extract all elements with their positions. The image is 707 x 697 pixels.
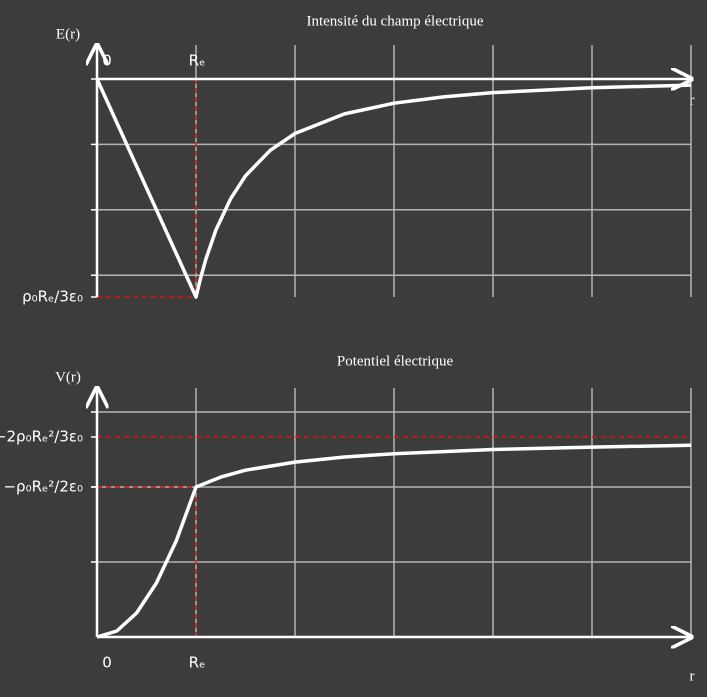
x-axis-label: r — [690, 92, 695, 108]
x-tick-label: Rₑ — [189, 52, 206, 70]
y-tick-label: −2ρ₀Rₑ²/3ε₀ — [0, 427, 83, 445]
x-tick-label: Rₑ — [189, 654, 206, 672]
y-axis-label: V(r) — [55, 369, 81, 385]
y-tick-label: ρ₀Rₑ/3ε₀ — [22, 288, 83, 306]
x-tick-label: 0 — [102, 654, 112, 672]
chart-title: Potentiel électrique — [337, 353, 454, 369]
y-axis-label: E(r) — [56, 26, 80, 42]
data-line — [95, 78, 692, 299]
data-line — [96, 443, 692, 639]
chart-title: Intensité du champ électrique — [306, 13, 483, 29]
x-tick-label: 0 — [102, 52, 112, 70]
x-axis-label: r — [690, 668, 695, 684]
y-tick-label: −ρ₀Rₑ²/2ε₀ — [3, 478, 83, 496]
